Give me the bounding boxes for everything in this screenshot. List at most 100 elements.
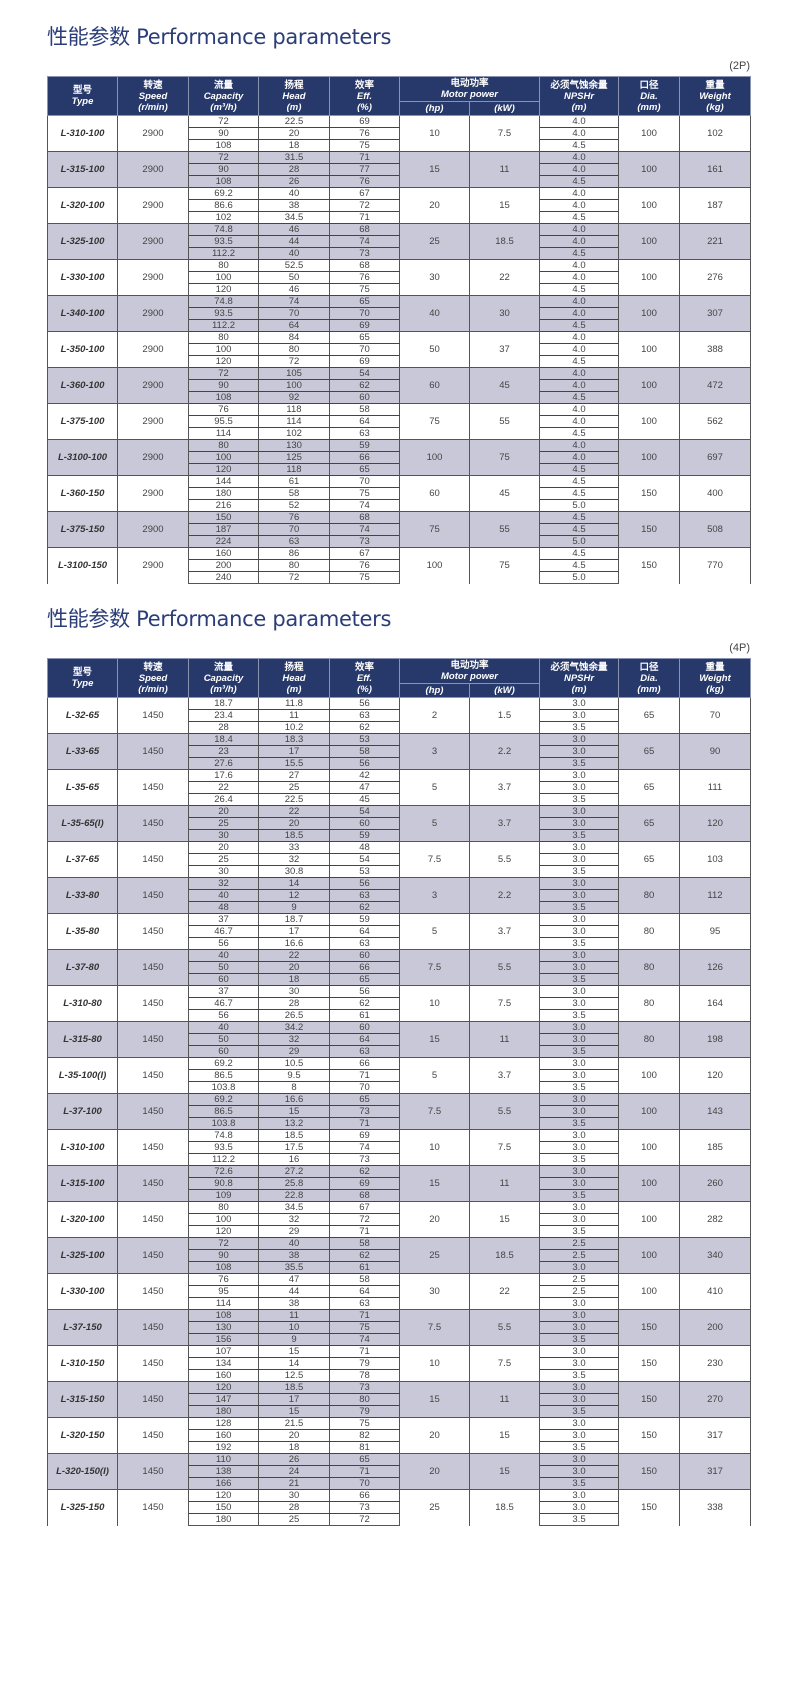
head-value: 18.3 bbox=[258, 733, 330, 746]
weight-value: 338 bbox=[679, 1489, 751, 1526]
eff-value: 74 bbox=[329, 1141, 400, 1154]
npshr-value: 3.0 bbox=[539, 1381, 619, 1394]
head-value: 102 bbox=[258, 427, 330, 440]
npshr-value: 3.0 bbox=[539, 949, 619, 962]
capacity-value: 72 bbox=[188, 115, 259, 128]
npshr-value: 3.0 bbox=[539, 1165, 619, 1178]
weight-value: 317 bbox=[679, 1417, 751, 1454]
kw-value: 11 bbox=[469, 1381, 540, 1418]
eff-value: 80 bbox=[329, 1393, 400, 1406]
capacity-value: 18.7 bbox=[188, 697, 259, 710]
weight-value: 120 bbox=[679, 1057, 751, 1094]
eff-value: 66 bbox=[329, 961, 400, 974]
header-kw: (kW) bbox=[469, 683, 540, 698]
capacity-value: 23.4 bbox=[188, 709, 259, 722]
hp-value: 3 bbox=[399, 877, 470, 914]
hp-value: 60 bbox=[399, 367, 470, 404]
npshr-value: 4.0 bbox=[539, 223, 619, 236]
npshr-value: 3.5 bbox=[539, 1009, 619, 1022]
head-value: 18.5 bbox=[258, 829, 330, 842]
table-row: 240 72 75 5.0 bbox=[48, 571, 751, 584]
capacity-value: 20 bbox=[188, 805, 259, 818]
model-type: L-37-100 bbox=[47, 1093, 118, 1130]
header-npshr-cn: 必须气蚀余量 bbox=[550, 661, 608, 673]
npshr-value: 3.0 bbox=[539, 841, 619, 854]
capacity-value: 192 bbox=[188, 1441, 259, 1454]
speed-value: 1450 bbox=[117, 1057, 189, 1094]
table-row: L-3100-100 2900 80 130 59 100 75 4.0 100 697 bbox=[47, 439, 751, 476]
head-value: 29 bbox=[258, 1225, 330, 1238]
speed-value: 2900 bbox=[117, 295, 189, 332]
npshr-value: 3.5 bbox=[539, 1081, 619, 1094]
npshr-value: 3.0 bbox=[539, 1261, 619, 1274]
npshr-value: 5.0 bbox=[539, 571, 619, 584]
header-dia-en: Dia. bbox=[640, 672, 658, 684]
dia-value: 100 bbox=[618, 367, 680, 404]
eff-value: 75 bbox=[329, 1321, 400, 1334]
npshr-value: 3.0 bbox=[539, 1465, 619, 1478]
header-type: 型号 Type bbox=[47, 658, 118, 698]
head-value: 70 bbox=[258, 523, 330, 536]
speed-value: 1450 bbox=[117, 949, 189, 986]
kw-value: 5.5 bbox=[469, 841, 540, 878]
eff-value: 56 bbox=[329, 757, 400, 770]
head-value: 30.8 bbox=[258, 865, 330, 878]
kw-value: 2.2 bbox=[469, 877, 540, 914]
header-capacity-u: (m³/h) bbox=[210, 101, 237, 113]
hp-value: 60 bbox=[399, 475, 470, 512]
speed-value: 1450 bbox=[117, 1345, 189, 1382]
table-row: L-320-150 1450 128 21.5 75 20 15 3.0 150 317 bbox=[47, 1417, 751, 1454]
weight-value: 270 bbox=[679, 1381, 751, 1418]
dia-value: 150 bbox=[618, 1453, 680, 1490]
weight-value: 102 bbox=[679, 115, 751, 152]
npshr-value: 3.5 bbox=[539, 1045, 619, 1058]
capacity-value: 160 bbox=[188, 1429, 259, 1442]
hp-value: 10 bbox=[399, 985, 470, 1022]
capacity-value: 180 bbox=[188, 1513, 259, 1526]
npshr-value: 5.0 bbox=[539, 535, 619, 548]
capacity-value: 160 bbox=[188, 547, 259, 560]
weight-value: 230 bbox=[679, 1345, 751, 1382]
capacity-value: 108 bbox=[188, 1309, 259, 1322]
eff-value: 71 bbox=[329, 151, 400, 164]
speed-value: 1450 bbox=[117, 1129, 189, 1166]
npshr-value: 4.5 bbox=[539, 247, 619, 260]
kw-value: 18.5 bbox=[469, 1237, 540, 1274]
capacity-value: 90 bbox=[188, 163, 259, 176]
head-value: 80 bbox=[258, 559, 330, 572]
eff-value: 64 bbox=[329, 925, 400, 938]
eff-value: 66 bbox=[329, 451, 400, 464]
capacity-value: 40 bbox=[188, 889, 259, 902]
capacity-value: 72 bbox=[188, 1237, 259, 1250]
header-head: 扬程 Head (m) bbox=[258, 76, 330, 116]
npshr-value: 4.0 bbox=[539, 151, 619, 164]
head-value: 15.5 bbox=[258, 757, 330, 770]
eff-value: 63 bbox=[329, 427, 400, 440]
speed-value: 2900 bbox=[117, 259, 189, 296]
hp-value: 25 bbox=[399, 1237, 470, 1274]
kw-value: 18.5 bbox=[469, 223, 540, 260]
header-npshr-en: NPSHr bbox=[563, 90, 595, 102]
npshr-value: 3.5 bbox=[539, 1405, 619, 1418]
head-value: 17 bbox=[258, 925, 330, 938]
kw-value: 3.7 bbox=[469, 1057, 540, 1094]
eff-value: 79 bbox=[329, 1357, 400, 1370]
dia-value: 80 bbox=[618, 949, 680, 986]
weight-value: 90 bbox=[679, 733, 751, 770]
eff-value: 68 bbox=[329, 259, 400, 272]
speed-value: 1450 bbox=[117, 1237, 189, 1274]
npshr-value: 3.5 bbox=[539, 793, 619, 806]
eff-value: 69 bbox=[329, 1129, 400, 1142]
eff-value: 54 bbox=[329, 805, 400, 818]
eff-value: 63 bbox=[329, 889, 400, 902]
model-type: L-315-100 bbox=[47, 151, 118, 188]
head-value: 20 bbox=[258, 127, 330, 140]
dia-value: 100 bbox=[618, 151, 680, 188]
speed-value: 1450 bbox=[117, 1381, 189, 1418]
head-value: 11 bbox=[258, 709, 330, 722]
npshr-value: 4.0 bbox=[539, 331, 619, 344]
npshr-value: 4.0 bbox=[539, 127, 619, 140]
header-weight: 重量 Weight (kg) bbox=[679, 658, 751, 698]
model-type: L-35-80 bbox=[47, 913, 118, 950]
capacity-value: 72 bbox=[188, 367, 259, 380]
